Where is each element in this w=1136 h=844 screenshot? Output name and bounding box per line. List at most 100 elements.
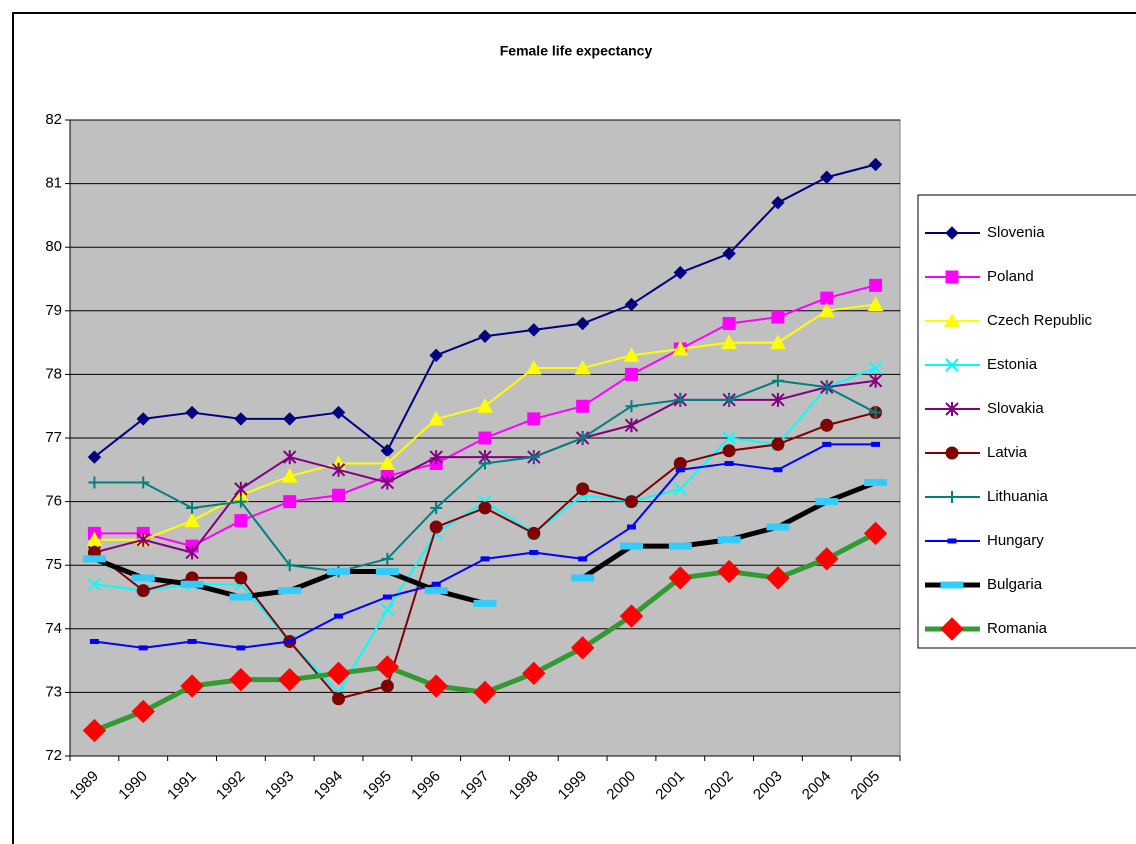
marker [815, 498, 839, 506]
y-tick-label: 74 [45, 620, 62, 637]
marker [576, 399, 590, 413]
marker [571, 574, 595, 582]
marker [820, 418, 834, 432]
marker [136, 584, 150, 598]
x-tick-label: 1995 [359, 768, 395, 804]
marker [673, 265, 688, 280]
marker [527, 412, 541, 426]
marker [947, 538, 957, 544]
y-tick-label: 79 [45, 302, 62, 319]
marker [771, 374, 784, 387]
marker [332, 488, 346, 502]
x-tick-label: 2004 [799, 768, 835, 804]
marker [184, 512, 200, 528]
marker [185, 405, 199, 420]
marker [868, 373, 883, 388]
marker [89, 639, 99, 645]
marker [283, 495, 297, 509]
x-tick-label: 1996 [408, 768, 444, 804]
marker [136, 532, 150, 547]
x-tick-label: 2002 [701, 768, 737, 804]
marker [722, 431, 736, 445]
marker [131, 699, 155, 724]
marker [945, 446, 959, 460]
marker [380, 475, 395, 490]
marker [234, 514, 248, 528]
x-tick-label: 1991 [164, 768, 200, 804]
legend-label: Slovenia [987, 224, 1045, 241]
legend-label: Poland [987, 268, 1034, 285]
marker [478, 501, 492, 515]
marker [619, 604, 644, 628]
marker [229, 593, 253, 601]
marker [864, 479, 888, 487]
marker [282, 450, 297, 465]
y-tick-label: 81 [45, 175, 62, 192]
marker [869, 406, 882, 419]
marker [424, 587, 448, 595]
y-tick-label: 73 [45, 683, 62, 700]
marker [624, 297, 639, 312]
marker [624, 418, 639, 433]
marker [277, 667, 302, 692]
marker [137, 476, 150, 489]
marker [380, 603, 395, 617]
marker [624, 367, 638, 381]
marker [940, 617, 964, 641]
legend-label: Bulgaria [987, 576, 1043, 593]
marker [478, 329, 492, 343]
marker [480, 556, 490, 562]
marker [771, 392, 785, 407]
marker [131, 574, 155, 582]
marker [771, 310, 785, 324]
y-tick-label: 82 [45, 111, 62, 128]
marker [234, 571, 248, 585]
marker [236, 645, 246, 651]
marker [867, 296, 884, 311]
marker [576, 432, 589, 444]
marker [429, 450, 443, 465]
marker [185, 545, 199, 560]
marker [87, 450, 102, 464]
marker [868, 361, 883, 375]
marker [771, 195, 785, 210]
marker [945, 358, 959, 372]
marker [674, 393, 687, 406]
marker [180, 580, 204, 588]
marker [820, 170, 834, 184]
marker [430, 501, 443, 514]
marker [724, 460, 734, 466]
legend-label: Lithuania [987, 488, 1049, 505]
marker [529, 549, 539, 555]
marker [946, 491, 958, 503]
marker [473, 680, 497, 705]
marker [773, 467, 783, 473]
x-tick-label: 2003 [750, 768, 786, 804]
marker [722, 246, 736, 261]
marker [331, 405, 346, 420]
marker [522, 661, 546, 686]
x-tick-label: 1989 [66, 768, 102, 804]
marker [815, 547, 839, 571]
marker [717, 559, 741, 584]
marker [282, 412, 297, 426]
marker [327, 568, 351, 576]
marker [332, 692, 346, 706]
legend-label: Romania [987, 620, 1048, 637]
marker [138, 645, 148, 651]
marker [382, 594, 392, 600]
marker [871, 441, 881, 447]
marker [234, 495, 247, 508]
marker [285, 639, 295, 645]
legend-label: Estonia [987, 356, 1038, 373]
marker [424, 674, 448, 698]
marker [525, 359, 542, 375]
y-tick-label: 78 [45, 365, 62, 382]
marker [673, 482, 688, 496]
marker [619, 542, 643, 550]
marker [766, 566, 790, 590]
marker [766, 523, 790, 531]
legend-label: Czech Republic [987, 312, 1093, 329]
marker [429, 348, 443, 363]
